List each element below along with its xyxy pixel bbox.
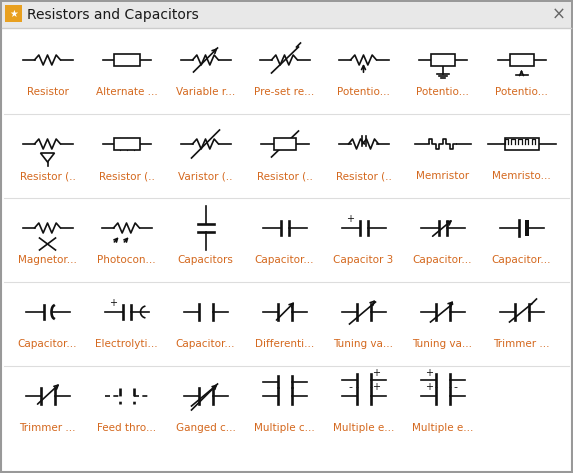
Text: Potentio...: Potentio... xyxy=(337,87,390,97)
Text: Alternate ...: Alternate ... xyxy=(96,87,158,97)
Text: Potentio...: Potentio... xyxy=(416,87,469,97)
Text: -: - xyxy=(348,382,352,392)
Bar xyxy=(113,54,139,66)
Text: Resistor: Resistor xyxy=(26,87,68,97)
Text: +: + xyxy=(426,368,434,378)
Text: Resistor (..: Resistor (.. xyxy=(19,171,76,181)
Text: Resistor (..: Resistor (.. xyxy=(336,171,391,181)
Text: Differenti...: Differenti... xyxy=(255,339,314,349)
Text: Capacitors: Capacitors xyxy=(178,255,233,265)
Text: Pre-set re...: Pre-set re... xyxy=(254,87,315,97)
Text: Capacitor 3: Capacitor 3 xyxy=(333,255,394,265)
Text: Ganged c...: Ganged c... xyxy=(175,423,236,433)
Text: Memristor: Memristor xyxy=(416,171,469,181)
Text: Memristo...: Memristo... xyxy=(492,171,551,181)
Text: -: - xyxy=(453,382,457,392)
Text: Potentio...: Potentio... xyxy=(495,87,548,97)
Text: Photocon...: Photocon... xyxy=(97,255,156,265)
Text: Resistors and Capacitors: Resistors and Capacitors xyxy=(27,9,199,23)
Text: Resistor (..: Resistor (.. xyxy=(257,171,312,181)
Text: Magnetor...: Magnetor... xyxy=(18,255,77,265)
Text: +: + xyxy=(372,368,380,378)
Text: Varistor (..: Varistor (.. xyxy=(178,171,233,181)
Text: +: + xyxy=(372,382,380,392)
Bar xyxy=(524,220,528,236)
Text: Feed thro...: Feed thro... xyxy=(97,423,156,433)
Bar xyxy=(273,138,296,150)
Text: Capacitor...: Capacitor... xyxy=(413,255,472,265)
Bar xyxy=(113,138,139,150)
Bar xyxy=(2,2,571,28)
Text: +: + xyxy=(347,214,355,224)
Text: Capacitor...: Capacitor... xyxy=(492,255,551,265)
Text: Multiple e...: Multiple e... xyxy=(333,423,394,433)
Text: Trimmer ...: Trimmer ... xyxy=(493,339,550,349)
Text: ★: ★ xyxy=(9,9,18,18)
Text: ×: × xyxy=(552,6,566,24)
Text: Electrolyti...: Electrolyti... xyxy=(95,339,158,349)
Text: Trimmer ...: Trimmer ... xyxy=(19,423,76,433)
Text: Multiple c...: Multiple c... xyxy=(254,423,315,433)
Bar xyxy=(430,54,454,66)
Text: Multiple e...: Multiple e... xyxy=(412,423,473,433)
Text: Resistor (..: Resistor (.. xyxy=(99,171,155,181)
Text: Tuning va...: Tuning va... xyxy=(333,339,394,349)
Bar xyxy=(504,138,539,150)
Text: Variable r...: Variable r... xyxy=(176,87,235,97)
Text: Tuning va...: Tuning va... xyxy=(413,339,473,349)
Text: Capacitor...: Capacitor... xyxy=(255,255,314,265)
Text: Capacitor...: Capacitor... xyxy=(176,339,236,349)
Bar xyxy=(5,5,22,22)
Text: +: + xyxy=(109,298,117,308)
Text: Capacitor...: Capacitor... xyxy=(18,339,77,349)
Text: +: + xyxy=(426,382,434,392)
Bar xyxy=(509,54,533,66)
